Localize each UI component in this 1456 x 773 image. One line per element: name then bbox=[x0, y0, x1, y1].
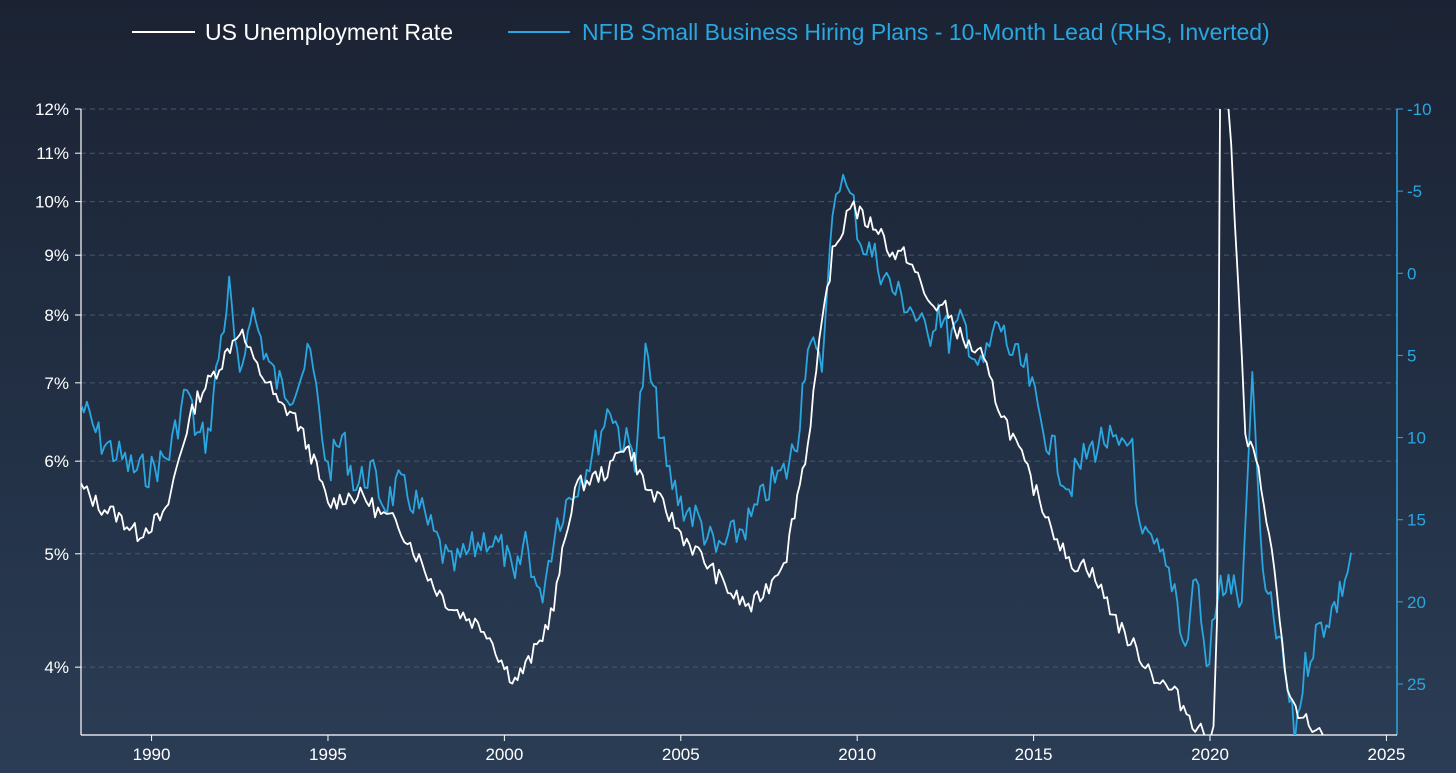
right-tick-label: 20 bbox=[1407, 593, 1426, 612]
series-line-unemployment bbox=[81, 109, 1324, 735]
x-tick-label: 2010 bbox=[838, 745, 876, 764]
left-tick-label: 10% bbox=[35, 193, 69, 212]
legend-label-nfib: NFIB Small Business Hiring Plans - 10-Mo… bbox=[582, 19, 1270, 45]
legend-item-unemployment: US Unemployment Rate bbox=[132, 19, 453, 45]
left-axis: 12% 11% 10% 9% 8% 7% 6% 5% 4% bbox=[35, 100, 82, 735]
left-tick-label: 4% bbox=[44, 658, 69, 677]
right-tick-label: 10 bbox=[1407, 429, 1426, 448]
left-tick-label: 8% bbox=[44, 306, 69, 325]
x-tick-label: 2020 bbox=[1191, 745, 1229, 764]
left-tick-label: 6% bbox=[44, 452, 69, 471]
left-tick-label: 11% bbox=[36, 144, 69, 163]
left-tick-label: 12% bbox=[35, 100, 69, 119]
legend: US Unemployment Rate NFIB Small Business… bbox=[132, 19, 1270, 45]
gridlines bbox=[81, 108, 1397, 668]
x-tick-label: 2005 bbox=[662, 745, 700, 764]
left-tick-label: 5% bbox=[44, 545, 69, 564]
legend-item-nfib: NFIB Small Business Hiring Plans - 10-Mo… bbox=[508, 19, 1270, 45]
series-line-nfib bbox=[81, 173, 1352, 735]
right-tick-label: -10 bbox=[1407, 100, 1432, 119]
x-tick-label: 2015 bbox=[1015, 745, 1053, 764]
right-tick-label: 5 bbox=[1407, 346, 1416, 365]
right-axis: -10 -5 0 5 10 15 20 25 bbox=[1396, 100, 1432, 735]
right-tick-label: 25 bbox=[1407, 675, 1426, 694]
x-tick-label: 2025 bbox=[1368, 745, 1406, 764]
x-tick-label: 1990 bbox=[133, 745, 171, 764]
right-tick-label: 0 bbox=[1407, 264, 1416, 283]
x-axis: 1990 1995 2000 2005 2010 2015 2020 2025 bbox=[81, 734, 1406, 764]
legend-label-unemployment: US Unemployment Rate bbox=[205, 19, 453, 45]
left-tick-label: 9% bbox=[44, 246, 69, 265]
right-tick-label: -5 bbox=[1407, 182, 1422, 201]
x-tick-label: 1995 bbox=[309, 745, 347, 764]
left-tick-label: 7% bbox=[44, 374, 69, 393]
right-tick-label: 15 bbox=[1407, 511, 1426, 530]
plot-area bbox=[81, 109, 1352, 735]
x-tick-label: 2000 bbox=[485, 745, 523, 764]
